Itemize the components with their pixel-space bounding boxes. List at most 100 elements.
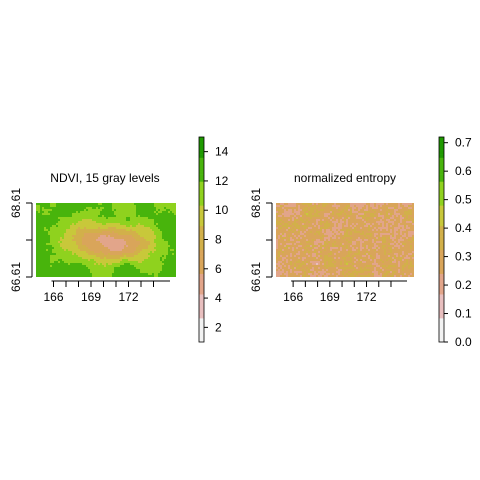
raster-cell	[348, 235, 350, 237]
raster-cell	[82, 229, 84, 231]
raster-cell	[92, 211, 94, 213]
raster-cell	[44, 207, 46, 209]
raster-cell	[342, 231, 344, 233]
raster-cell	[378, 263, 380, 265]
raster-cell	[164, 275, 166, 277]
raster-cell	[40, 269, 42, 271]
raster-cell	[60, 253, 62, 255]
raster-cell	[130, 263, 132, 265]
raster-cell	[352, 223, 354, 225]
raster-cell	[340, 239, 342, 241]
raster-cell	[108, 215, 110, 217]
raster-cell	[80, 255, 82, 257]
raster-cell	[106, 233, 108, 235]
raster-cell	[116, 249, 118, 251]
raster-cell	[46, 251, 48, 253]
raster-cell	[150, 223, 152, 225]
raster-cell	[334, 247, 336, 249]
raster-cell	[140, 265, 142, 267]
raster-cell	[74, 259, 76, 261]
raster-cell	[286, 221, 288, 223]
raster-cell	[36, 211, 38, 213]
raster-cell	[90, 219, 92, 221]
raster-cell	[162, 213, 164, 215]
raster-cell	[350, 203, 352, 205]
raster-cell	[402, 257, 404, 259]
raster-cell	[148, 243, 150, 245]
raster-cell	[282, 253, 284, 255]
raster-cell	[340, 207, 342, 209]
raster-cell	[384, 233, 386, 235]
raster-cell	[334, 229, 336, 231]
raster-cell	[388, 235, 390, 237]
raster-cell	[94, 255, 96, 257]
raster-cell	[276, 209, 278, 211]
raster-cell	[346, 259, 348, 261]
raster-cell	[86, 205, 88, 207]
raster-cell	[382, 239, 384, 241]
raster-cell	[152, 247, 154, 249]
legend-tick-label: 2	[215, 320, 222, 334]
raster-cell	[292, 233, 294, 235]
raster-cell	[360, 239, 362, 241]
raster-cell	[404, 205, 406, 207]
raster-cell	[162, 211, 164, 213]
raster-cell	[340, 219, 342, 221]
raster-cell	[110, 215, 112, 217]
raster-cell	[136, 215, 138, 217]
raster-cell	[332, 269, 334, 271]
raster-cell	[144, 217, 146, 219]
raster-cell	[404, 261, 406, 263]
raster-cell	[164, 211, 166, 213]
raster-cell	[384, 251, 386, 253]
raster-cell	[116, 245, 118, 247]
raster-cell	[84, 233, 86, 235]
ndvi-panel: NDVI, 15 gray levels 166 169 17266.6168.61…	[9, 136, 229, 343]
raster-cell	[288, 247, 290, 249]
raster-cell	[52, 205, 54, 207]
raster-cell	[404, 227, 406, 229]
raster-cell	[160, 227, 162, 229]
raster-cell	[38, 231, 40, 233]
raster-cell	[74, 207, 76, 209]
raster-cell	[58, 227, 60, 229]
raster-cell	[374, 251, 376, 253]
raster-cell	[398, 263, 400, 265]
raster-cell	[288, 229, 290, 231]
raster-cell	[332, 249, 334, 251]
raster-cell	[160, 269, 162, 271]
raster-cell	[52, 207, 54, 209]
raster-cell	[292, 235, 294, 237]
raster-cell	[296, 259, 298, 261]
raster-cell	[340, 209, 342, 211]
raster-cell	[334, 245, 336, 247]
raster-cell	[366, 267, 368, 269]
raster-cell	[304, 257, 306, 259]
raster-cell	[286, 211, 288, 213]
legend-swatch	[199, 287, 204, 292]
raster-cell	[366, 229, 368, 231]
raster-cell	[150, 253, 152, 255]
raster-cell	[136, 259, 138, 261]
raster-cell	[108, 271, 110, 273]
raster-cell	[150, 241, 152, 243]
raster-cell	[318, 265, 320, 267]
raster-cell	[370, 239, 372, 241]
raster-cell	[130, 211, 132, 213]
raster-cell	[116, 227, 118, 229]
raster-cell	[382, 267, 384, 269]
raster-cell	[412, 265, 414, 267]
raster-cell	[70, 217, 72, 219]
raster-cell	[308, 263, 310, 265]
raster-cell	[108, 205, 110, 207]
raster-cell	[316, 223, 318, 225]
raster-cell	[368, 263, 370, 265]
raster-cell	[100, 241, 102, 243]
raster-cell	[74, 221, 76, 223]
raster-cell	[318, 267, 320, 269]
raster-cell	[126, 271, 128, 273]
raster-cell	[132, 271, 134, 273]
raster-cell	[394, 211, 396, 213]
raster-cell	[324, 269, 326, 271]
raster-cell	[316, 247, 318, 249]
